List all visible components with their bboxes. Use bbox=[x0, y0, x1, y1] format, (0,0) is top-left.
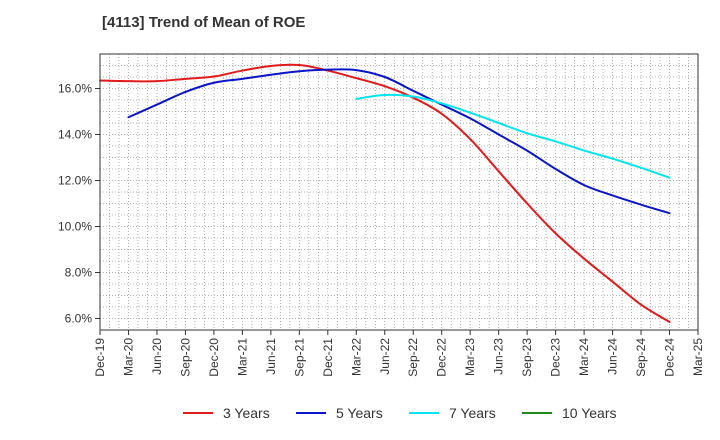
x-tick-label: Jun-23 bbox=[492, 338, 506, 375]
x-tick-label: Mar-22 bbox=[349, 338, 363, 376]
y-tick-label: 6.0% bbox=[65, 312, 93, 326]
y-tick-label: 10.0% bbox=[58, 220, 92, 234]
legend-swatch bbox=[522, 412, 552, 414]
grid-lines bbox=[100, 53, 698, 330]
x-tick-label: Dec-19 bbox=[93, 338, 107, 377]
x-tick-label: Mar-24 bbox=[577, 338, 591, 376]
legend-label: 7 Years bbox=[449, 405, 496, 421]
x-tick-label: Mar-20 bbox=[121, 338, 135, 376]
x-tick-label: Sep-22 bbox=[406, 338, 420, 377]
plot-frame bbox=[99, 53, 699, 331]
legend-item: 5 Years bbox=[296, 405, 383, 421]
chart-title: [4113] Trend of Mean of ROE bbox=[102, 14, 306, 31]
x-tick-label: Sep-20 bbox=[178, 338, 192, 377]
legend-item: 3 Years bbox=[183, 405, 270, 421]
x-tick-label: Dec-21 bbox=[321, 338, 335, 377]
x-tick-label: Sep-24 bbox=[634, 338, 648, 377]
x-tick-label: Dec-22 bbox=[435, 338, 449, 377]
x-tick-label: Jun-22 bbox=[378, 338, 392, 375]
x-tick-label: Mar-23 bbox=[463, 338, 477, 376]
legend-swatch bbox=[296, 412, 326, 414]
x-tick-label: Mar-25 bbox=[691, 338, 705, 376]
x-tick-label: Jun-20 bbox=[150, 338, 164, 375]
x-tick-label: Sep-21 bbox=[292, 338, 306, 377]
y-tick-label: 14.0% bbox=[58, 128, 92, 142]
x-tick-label: Dec-24 bbox=[663, 338, 677, 377]
x-axis-ticks: Dec-19 Mar-20 Jun-20 Sep-20 Dec-20 Mar-21 Jun-… bbox=[93, 330, 705, 377]
y-axis-ticks: 6.0% 8.0% 10.0% 12.0% 14.0% 16.0% bbox=[58, 82, 100, 326]
y-tick-label: 8.0% bbox=[65, 266, 93, 280]
legend-label: 3 Years bbox=[223, 405, 270, 421]
legend: 3 Years 5 Years 7 Years 10 Years bbox=[0, 405, 720, 425]
series-line-3-years bbox=[99, 63, 671, 323]
legend-swatch bbox=[409, 412, 439, 414]
x-tick-label: Dec-20 bbox=[207, 338, 221, 377]
x-tick-label: Dec-23 bbox=[549, 338, 563, 377]
x-tick-label: Jun-24 bbox=[606, 338, 620, 375]
legend-item: 7 Years bbox=[409, 405, 496, 421]
x-tick-label: Sep-23 bbox=[520, 338, 534, 377]
legend-label: 5 Years bbox=[336, 405, 383, 421]
x-tick-label: Mar-21 bbox=[235, 338, 249, 376]
series-line-5-years bbox=[127, 68, 671, 215]
legend-label: 10 Years bbox=[562, 405, 617, 421]
series-lines bbox=[99, 63, 671, 323]
x-tick-label: Jun-21 bbox=[264, 338, 278, 375]
legend-item: 10 Years bbox=[522, 405, 617, 421]
legend-swatch bbox=[183, 412, 213, 414]
line-chart: 6.0% 8.0% 10.0% 12.0% 14.0% 16.0% Dec-19 Mar-2… bbox=[58, 53, 705, 377]
y-tick-label: 12.0% bbox=[58, 174, 92, 188]
y-tick-label: 16.0% bbox=[58, 82, 92, 96]
series-line-7-years bbox=[355, 93, 671, 179]
